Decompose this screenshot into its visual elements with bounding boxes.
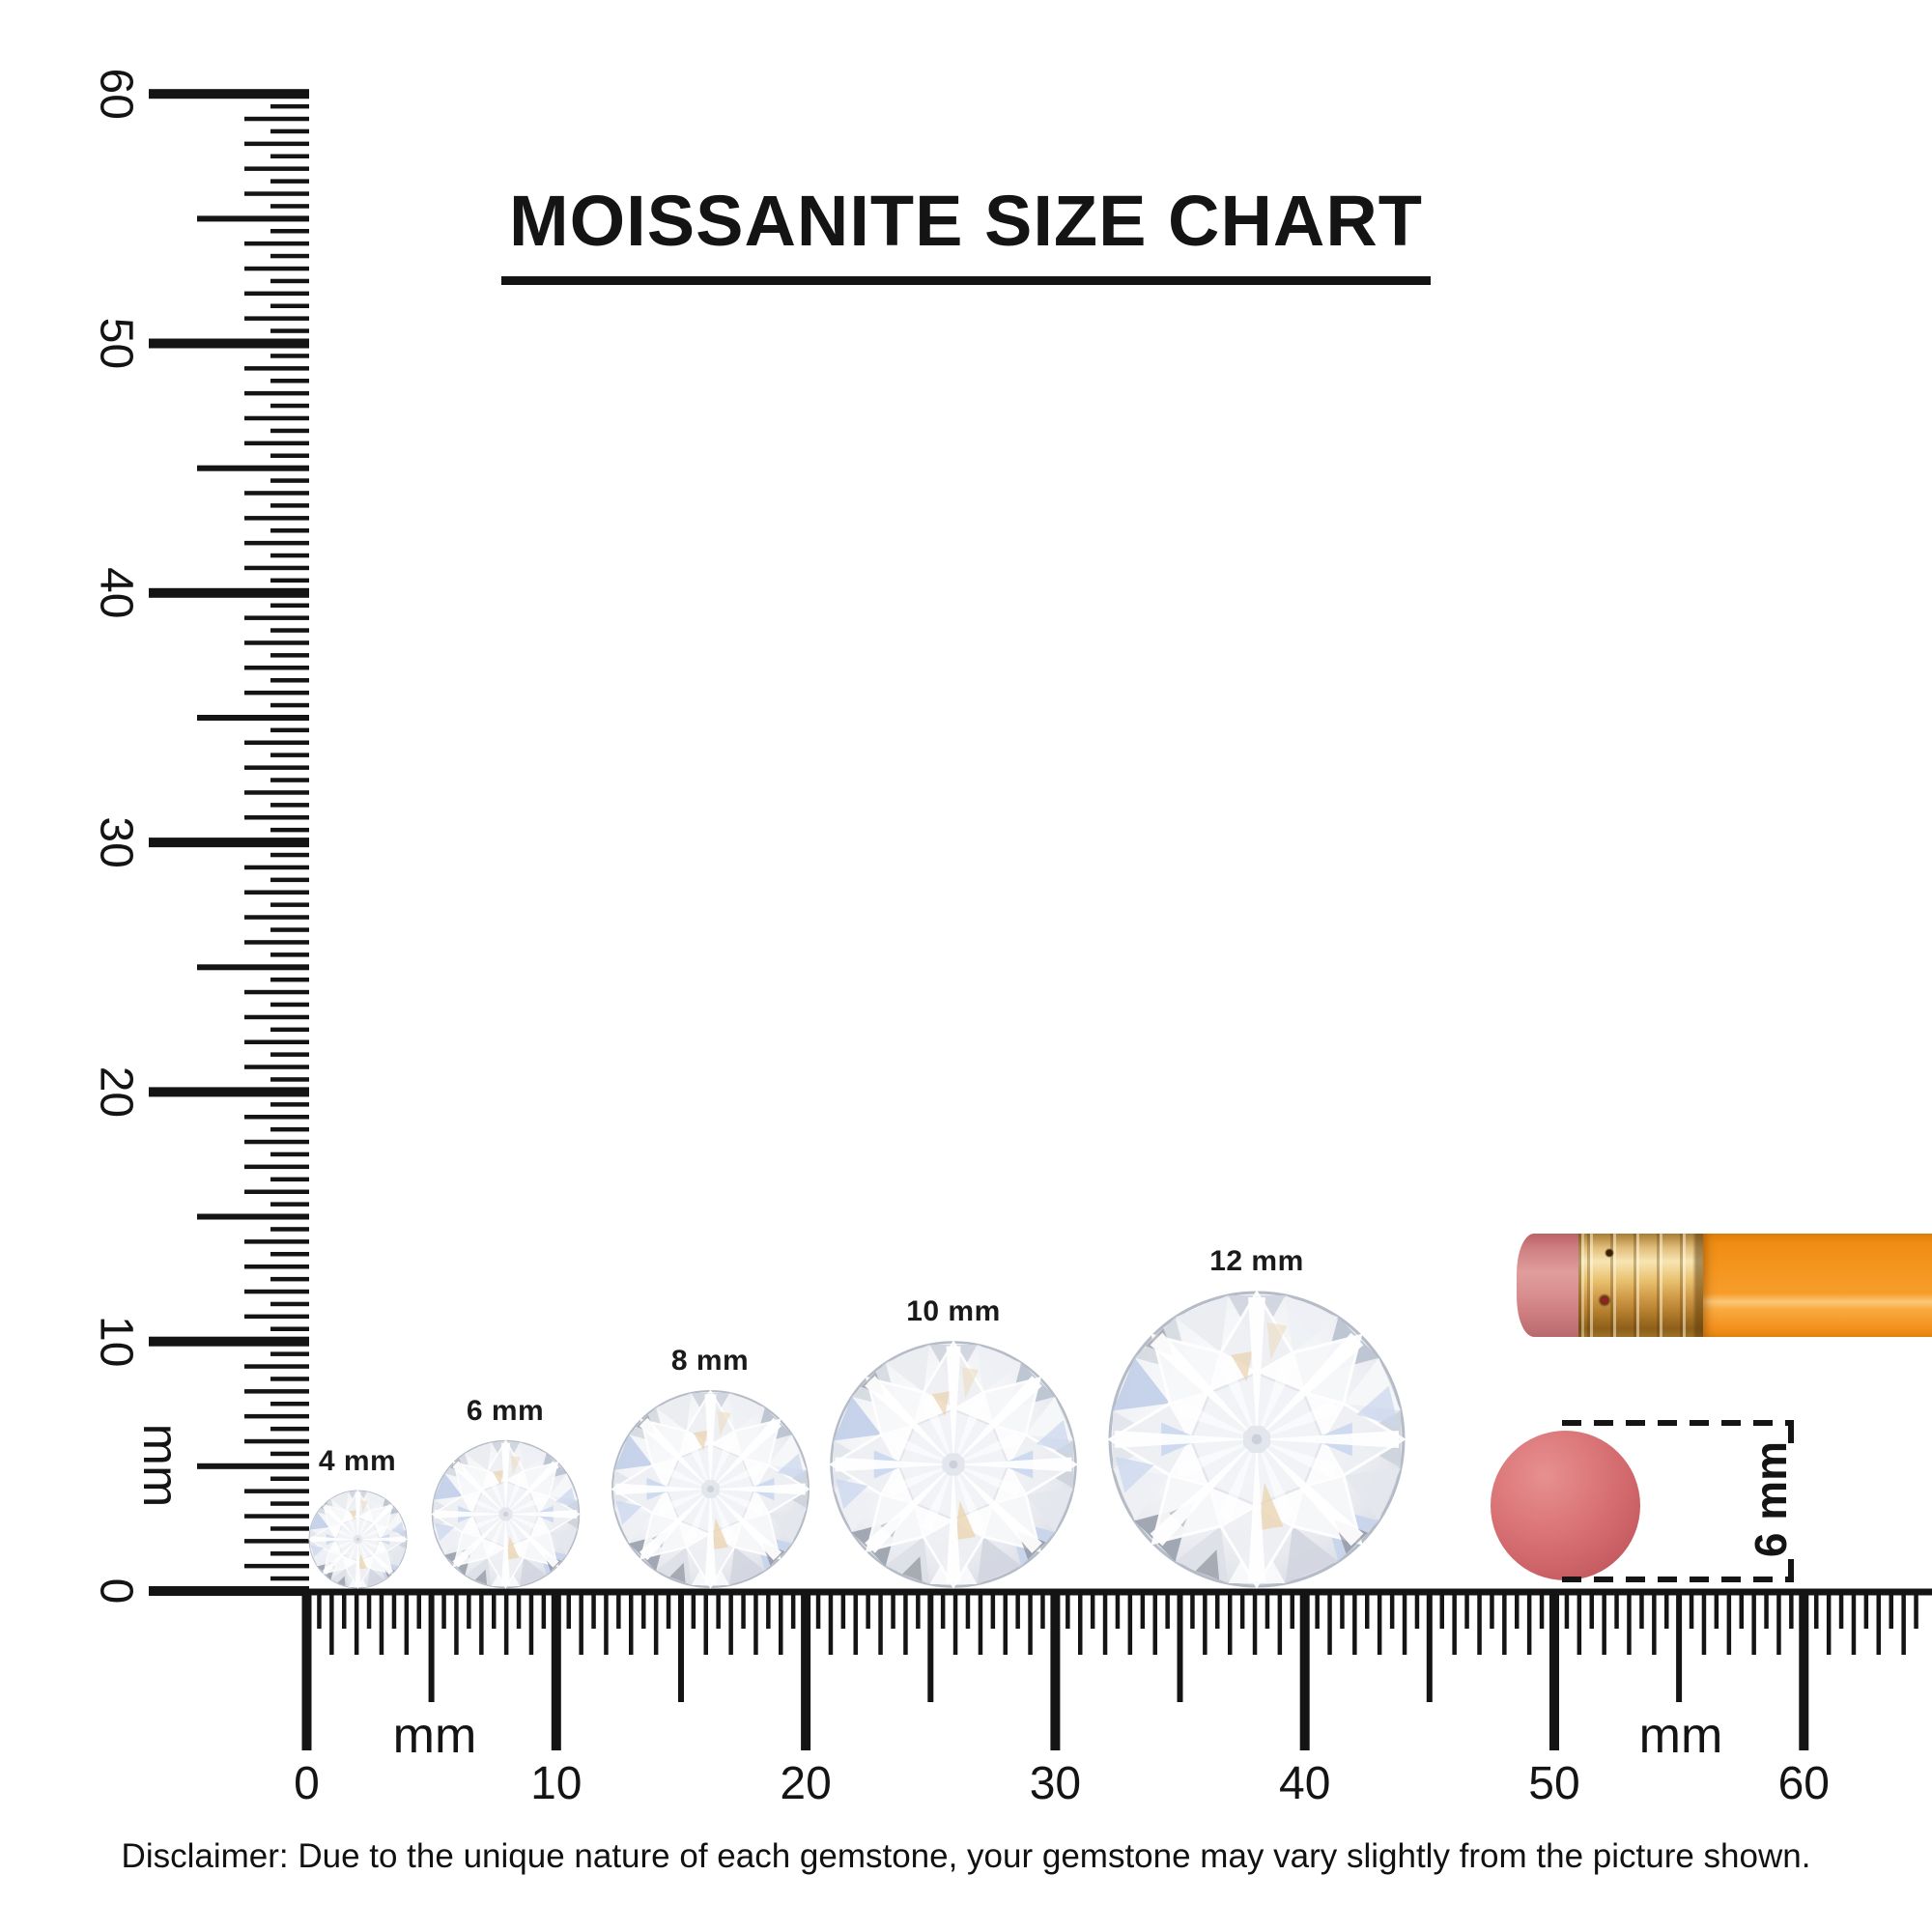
svg-text:60: 60 [91,69,142,120]
gem-size-label: 12 mm [1209,1245,1304,1277]
svg-text:mm: mm [1639,1708,1723,1764]
pencil-eraser-tip [1517,1234,1578,1337]
title-underline [501,276,1431,285]
gem-6mm [431,1439,581,1594]
svg-text:50: 50 [1528,1758,1579,1809]
svg-text:40: 40 [1279,1758,1330,1809]
svg-text:10: 10 [91,1316,142,1367]
svg-text:30: 30 [91,816,142,867]
pencil [1517,1234,1932,1337]
page-title: MOISSANITE SIZE CHART [508,181,1424,261]
dimension-line-top [1562,1420,1794,1426]
gem-size-label: 8 mm [670,1345,750,1377]
gem-8mm [611,1389,810,1594]
eraser-dot [1491,1431,1640,1580]
gem-size-label: 6 mm [466,1395,545,1427]
pencil-ferrule [1578,1234,1703,1337]
dimension-line-bottom [1562,1577,1794,1582]
dimension-stub-top [1788,1420,1794,1443]
svg-text:mm: mm [393,1708,477,1764]
svg-text:30: 30 [1030,1758,1081,1809]
disclaimer-text: Disclaimer: Due to the unique nature of … [121,1837,1811,1875]
pencil-body [1703,1234,1932,1337]
eraser-size-label: 6 mm [1746,1440,1796,1558]
svg-text:0: 0 [91,1578,142,1605]
svg-text:20: 20 [91,1066,142,1118]
gem-4mm [308,1490,408,1594]
dimension-stub-bottom [1788,1559,1794,1582]
svg-text:60: 60 [1778,1758,1830,1809]
svg-text:0: 0 [294,1758,320,1809]
svg-text:mm: mm [132,1424,188,1508]
svg-text:40: 40 [91,567,142,618]
svg-text:50: 50 [91,318,142,369]
gem-size-label: 10 mm [906,1295,1001,1327]
gem-10mm [829,1340,1078,1594]
svg-text:10: 10 [530,1758,582,1809]
gem-12mm [1107,1290,1406,1594]
gem-size-label: 4 mm [318,1445,397,1477]
svg-text:20: 20 [780,1758,831,1809]
